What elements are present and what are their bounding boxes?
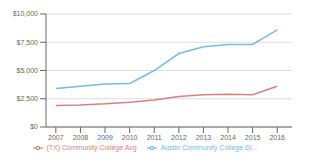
svg-text:$0: $0 — [30, 123, 38, 130]
svg-text:2015: 2015 — [245, 134, 261, 141]
svg-text:2013: 2013 — [196, 134, 212, 141]
svg-text:2007: 2007 — [48, 134, 64, 141]
svg-text:$5,000: $5,000 — [17, 67, 39, 74]
svg-text:2016: 2016 — [269, 134, 285, 141]
svg-text:$10,000: $10,000 — [13, 10, 38, 17]
svg-text:2011: 2011 — [147, 134, 162, 141]
svg-text:2009: 2009 — [97, 134, 113, 141]
svg-text:2010: 2010 — [122, 134, 138, 141]
html-text:(TX) Community College Avg: (TX) Community College Avg — [46, 143, 137, 151]
svg-text:$2,500: $2,500 — [17, 95, 39, 102]
svg-text:$7,500: $7,500 — [17, 39, 39, 46]
svg-text:2008: 2008 — [73, 134, 89, 141]
svg-text:2012: 2012 — [171, 134, 187, 141]
svg-text:2014: 2014 — [220, 134, 236, 141]
html-text:Austin Community College Di...: Austin Community College Di... — [160, 143, 258, 151]
